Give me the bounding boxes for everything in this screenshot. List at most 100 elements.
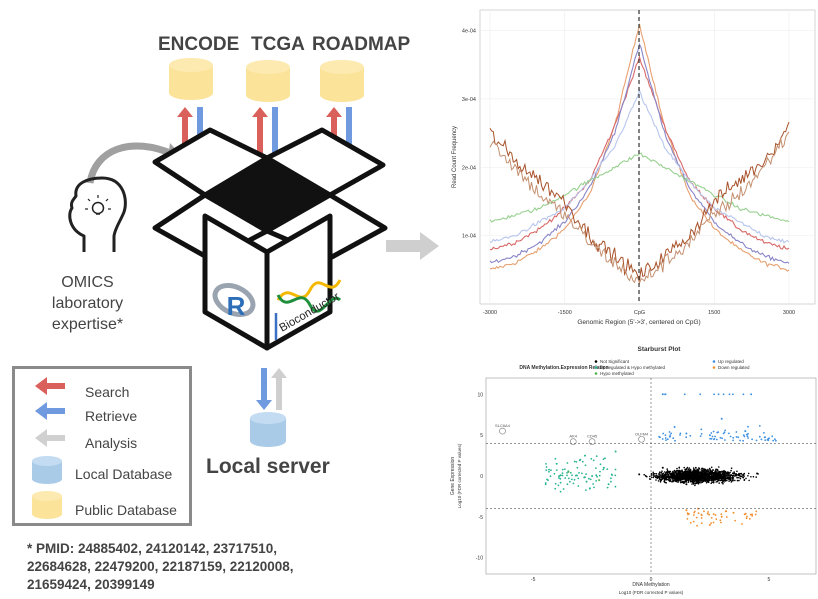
- scatter-point: [758, 435, 761, 438]
- scatter-point: [691, 479, 694, 481]
- scatter-point: [707, 468, 709, 471]
- scatter-point: [590, 457, 593, 460]
- starburst-legend-label: Down regulated: [718, 365, 750, 370]
- scatter-point: [682, 482, 685, 484]
- scatter-point: [710, 517, 713, 519]
- scatter-point: [659, 481, 662, 483]
- source-label-encode: ENCODE: [158, 34, 240, 55]
- starburst-legend-marker: [594, 366, 598, 369]
- scatter-point: [692, 514, 695, 516]
- scatter-point: [563, 468, 566, 470]
- gene-annotation-marker: [569, 438, 577, 445]
- scatter-point: [685, 475, 688, 478]
- scatter-point: [569, 471, 572, 474]
- scatter-point: [658, 476, 660, 479]
- scatter-point: [740, 475, 743, 478]
- scatter-point: [544, 483, 547, 486]
- starburst-legend-marker: [594, 372, 598, 375]
- scatter-point: [691, 481, 693, 483]
- scatter-point: [741, 523, 743, 525]
- scatter-point: [692, 520, 695, 523]
- scatter-point: [585, 489, 587, 491]
- scatter-point: [570, 478, 573, 481]
- scatter-point: [595, 474, 598, 477]
- scatter-point: [736, 479, 739, 482]
- scatter-point: [702, 475, 705, 478]
- scatter-point: [705, 481, 708, 484]
- scatter-point: [679, 473, 681, 475]
- starburst-y-tick-label: 10: [477, 392, 483, 398]
- scatter-point: [735, 436, 738, 438]
- scatter-point: [681, 469, 683, 471]
- scatter-point: [745, 477, 747, 480]
- scatter-point: [677, 469, 679, 472]
- scatter-point: [607, 483, 610, 486]
- scatter-point: [754, 513, 757, 516]
- scatter-point: [675, 477, 678, 480]
- scatter-point: [665, 472, 667, 474]
- scatter-point: [734, 473, 737, 475]
- scatter-point: [722, 471, 724, 473]
- scatter-point: [719, 473, 722, 476]
- scatter-point: [664, 437, 667, 439]
- scatter-point: [699, 435, 702, 437]
- scatter-point: [700, 428, 703, 431]
- scatter-point: [714, 470, 716, 473]
- scatter-point: [669, 470, 672, 473]
- starburst-legend-label: Not Significant: [600, 359, 630, 364]
- scatter-point: [735, 431, 738, 433]
- scatter-point: [714, 475, 717, 477]
- scatter-point: [683, 478, 685, 480]
- scatter-point: [701, 479, 703, 482]
- scatter-point: [724, 478, 727, 481]
- scatter-point: [728, 393, 731, 396]
- scatter-point: [679, 434, 681, 436]
- scatter-point: [695, 481, 697, 483]
- scatter-point: [704, 477, 706, 480]
- legend-retrieve-arrow-icon: [35, 402, 65, 420]
- scatter-point: [668, 435, 671, 438]
- scatter-point: [712, 521, 715, 524]
- legend-search-label: Search: [85, 384, 130, 400]
- scatter-point: [661, 470, 663, 472]
- scatter-point: [695, 473, 698, 475]
- scatter-point: [733, 471, 735, 473]
- scatter-point: [610, 473, 613, 476]
- starburst-legend-marker: [712, 360, 716, 363]
- scatter-point: [723, 479, 725, 482]
- scatter-point: [691, 483, 693, 485]
- scatter-point: [719, 471, 722, 473]
- scatter-point: [712, 513, 715, 516]
- scatter-point: [679, 477, 682, 480]
- scatter-point: [685, 509, 688, 512]
- source-label-roadmap: ROADMAP: [312, 34, 411, 55]
- scatter-point: [666, 468, 668, 470]
- starburst-scatter-plot: Starburst Plot DNA Methylation.Expressio…: [450, 346, 817, 595]
- scatter-point: [728, 432, 730, 435]
- scatter-point: [705, 469, 707, 471]
- scatter-point: [742, 474, 744, 476]
- scatter-point: [566, 462, 569, 464]
- scatter-point: [725, 472, 728, 475]
- scatter-point: [730, 474, 733, 476]
- scatter-point: [720, 521, 722, 524]
- gene-annotation-label: OLFM4: [635, 431, 649, 436]
- scatter-point: [681, 472, 684, 475]
- scatter-point: [680, 472, 683, 475]
- scatter-point: [704, 471, 707, 474]
- scatter-point: [699, 393, 702, 396]
- scatter-point: [656, 474, 658, 477]
- scatter-point: [654, 475, 657, 477]
- scatter-point: [698, 476, 700, 479]
- scatter-point: [725, 516, 728, 518]
- scatter-point: [665, 474, 667, 477]
- scatter-point: [572, 482, 575, 485]
- expertise-label: OMICS laboratory expertise*: [20, 272, 155, 335]
- scatter-point: [673, 469, 676, 472]
- scatter-point: [665, 439, 667, 441]
- starburst-ylabel: Gene Expression: [450, 457, 456, 496]
- scatter-point: [567, 477, 570, 480]
- scatter-point: [667, 476, 670, 478]
- scatter-point: [696, 478, 699, 480]
- scatter-point: [717, 473, 719, 475]
